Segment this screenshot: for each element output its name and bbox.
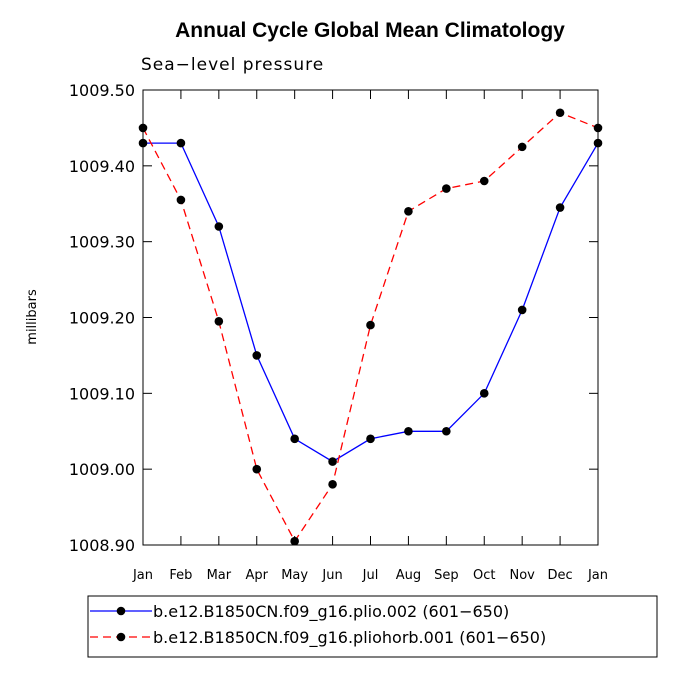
series-1-point	[138, 138, 148, 148]
series-2-point	[176, 195, 186, 205]
series-1-point	[214, 222, 224, 231]
x-tick-label: Oct	[473, 568, 495, 583]
chart-subtitle: Sea−level pressure	[141, 55, 324, 75]
x-tick-label: Jan	[587, 568, 608, 583]
series-2-point	[404, 207, 413, 216]
series-2-point	[517, 142, 527, 152]
x-tick-label: Jul	[362, 568, 379, 583]
series-1-point	[176, 138, 186, 148]
x-tick-label: Mar	[207, 568, 232, 583]
series-1-point	[593, 138, 603, 148]
legend: b.e12.B1850CN.f09_g16.plio.002 (601−650)…	[90, 602, 546, 648]
series-1-point	[479, 389, 489, 398]
plot-area-frame	[142, 89, 599, 546]
legend-label: b.e12.B1850CN.f09_g16.pliohorb.001 (601−…	[153, 628, 546, 648]
x-tick-label: May	[281, 568, 308, 583]
series-layer	[138, 108, 603, 546]
legend-label: b.e12.B1850CN.f09_g16.plio.002 (601−650)	[153, 602, 509, 622]
x-tick-label: Sep	[434, 568, 459, 583]
legend-item-2: b.e12.B1850CN.f09_g16.pliohorb.001 (601−…	[90, 628, 546, 648]
series-2-point	[555, 108, 565, 118]
legend-marker	[116, 632, 126, 642]
legend-item-1: b.e12.B1850CN.f09_g16.plio.002 (601−650)	[90, 602, 509, 622]
x-tick-label: Jan	[132, 568, 153, 583]
series-1-point	[366, 434, 375, 444]
x-tick-label: Apr	[246, 568, 269, 583]
series-2-point	[479, 176, 489, 186]
chart-title: Annual Cycle Global Mean Climatology	[175, 19, 565, 42]
y-tick-label: 1009.40	[69, 157, 135, 176]
series-2-point	[328, 480, 337, 489]
axes-layer: 1008.90 1009.00 1009.10 1009.20 1009.30 1009.…	[69, 81, 608, 583]
x-tick-label: Dec	[548, 568, 573, 583]
series-1-line	[143, 142, 599, 463]
y-tick-label: 1009.20	[69, 309, 135, 328]
x-tick-label: Jun	[321, 568, 342, 583]
legend-box	[87, 595, 658, 658]
series-1	[138, 138, 603, 466]
series-1-point	[290, 434, 299, 444]
series-2-point	[252, 464, 262, 474]
x-tick-label: Feb	[169, 568, 192, 583]
series-2-point	[593, 123, 603, 133]
series-1-point	[442, 426, 451, 436]
y-tick-label: 1009.50	[69, 81, 135, 100]
series-2-point	[214, 316, 224, 326]
series-1-point	[252, 351, 262, 360]
series-1-point	[404, 426, 413, 436]
x-tick-label: Aug	[396, 568, 421, 583]
y-tick-label: 1008.90	[69, 536, 135, 555]
series-2-point	[290, 536, 299, 546]
series-1-point	[328, 457, 337, 466]
series-2	[138, 108, 603, 546]
y-tick-label: 1009.10	[69, 384, 135, 403]
legend-marker	[116, 606, 126, 616]
series-1-point	[517, 305, 527, 315]
series-2-point	[442, 184, 451, 193]
y-tick-label: 1009.00	[69, 460, 135, 479]
series-2-point	[366, 320, 375, 330]
y-tick-label: 1009.30	[69, 233, 135, 252]
series-2-point	[138, 123, 148, 133]
y-axis-label: millibars	[25, 289, 40, 345]
x-tick-label: Nov	[509, 568, 535, 583]
series-1-point	[555, 203, 565, 212]
